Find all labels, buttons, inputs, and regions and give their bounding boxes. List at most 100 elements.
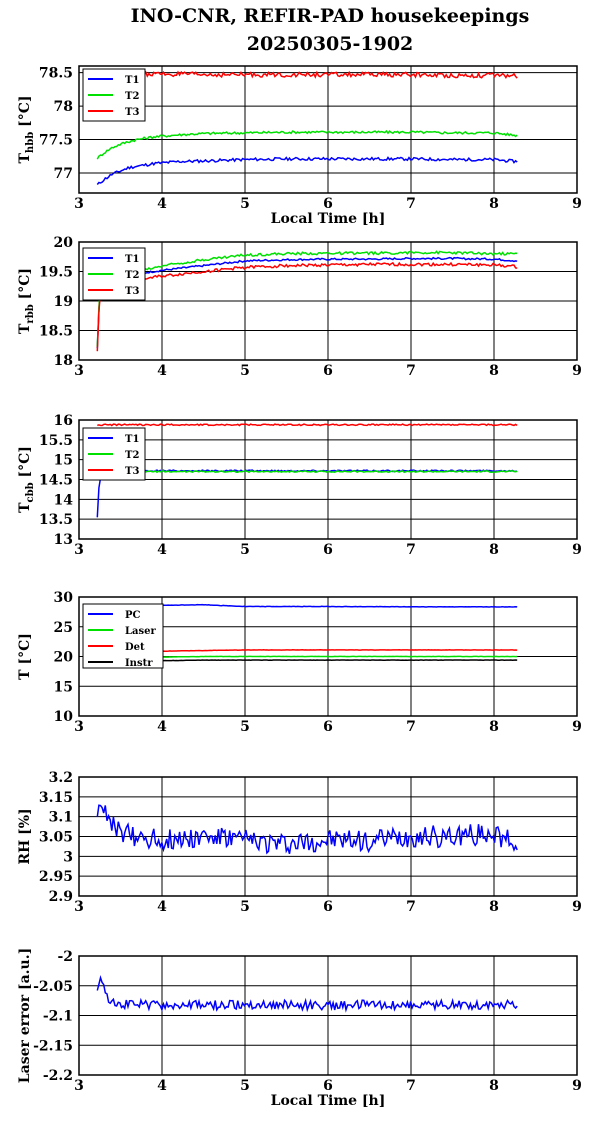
x-tick-label: 5 — [240, 899, 250, 915]
x-tick-label: 3 — [74, 196, 84, 212]
y-tick-label: 15 — [54, 679, 73, 695]
x-tick-label: 6 — [323, 196, 333, 212]
y-axis-label: Thbb [°C] — [17, 96, 36, 164]
y-axis-label-unit-text: [°C] — [17, 446, 33, 477]
y-tick-label: 10 — [54, 709, 74, 725]
x-tick-label: 4 — [157, 196, 167, 212]
y-tick-label: 77.5 — [39, 133, 73, 149]
y-axis-label: Laser error [a.u.] — [17, 948, 33, 1083]
y-axis-label: Trbb [°C] — [17, 268, 36, 334]
y-axis-label-unit-text: [°C] — [17, 96, 33, 127]
y-tick-label: 18.5 — [39, 324, 73, 340]
legend-label-t3: T3 — [125, 107, 139, 118]
x-tick-label: 4 — [157, 1078, 167, 1094]
x-tick-label: 4 — [157, 542, 167, 558]
y-tick-label: 2.9 — [49, 889, 73, 905]
y-tick-label: 14.5 — [39, 473, 73, 489]
x-tick-label: 3 — [74, 1078, 84, 1094]
series-line-t2 — [96, 129, 518, 160]
y-tick-label: 13 — [54, 532, 73, 548]
y-tick-label: 18 — [54, 353, 73, 369]
y-axis-label: Tcbb [°C] — [17, 446, 36, 513]
y-axis-label-main: T — [17, 152, 33, 163]
y-tick-label: 3.05 — [39, 830, 73, 846]
legend: T1 T2 T3 — [82, 427, 146, 481]
chart-panel-4: 3 4 5 6 7 8 9 10 15 20 25 30 T [°C] PC Laser Det Instr — [17, 590, 582, 735]
y-axis-label-main: T — [17, 323, 33, 334]
x-tick-label: 6 — [323, 363, 333, 379]
y-tick-label: -2.1 — [43, 1009, 73, 1025]
x-tick-label: 6 — [323, 542, 333, 558]
x-tick-label: 7 — [406, 196, 416, 212]
plot-frame — [78, 419, 578, 540]
x-tick-label: 6 — [323, 899, 333, 915]
x-tick-label: 7 — [406, 363, 416, 379]
x-tick-label: 7 — [406, 899, 416, 915]
series-line-t3 — [96, 69, 518, 80]
chart-panel-6: 3 4 5 6 7 8 9 -2.2 -2.15 -2.1 -2.05 -2 Laser error [… — [17, 948, 582, 1109]
y-axis-label: RH [%] — [17, 808, 33, 864]
legend-label-t3: T3 — [125, 466, 139, 477]
x-tick-label: 4 — [157, 719, 167, 735]
x-tick-label: 8 — [489, 899, 499, 915]
legend-label-t1: T1 — [125, 254, 139, 265]
x-tick-label: 7 — [406, 542, 416, 558]
x-tick-label: 9 — [572, 719, 582, 735]
y-tick-label: 20 — [54, 650, 74, 666]
x-tick-label: 5 — [240, 542, 250, 558]
y-tick-label: 19.5 — [39, 265, 73, 281]
legend-label-instr: Instr — [125, 658, 153, 669]
y-tick-label: 3.2 — [49, 770, 73, 786]
legend-label-t2: T2 — [125, 270, 139, 281]
plot-frame — [78, 65, 578, 194]
x-tick-label: 3 — [74, 542, 84, 558]
x-tick-label: 9 — [572, 899, 582, 915]
y-axis-label-main: T — [17, 502, 33, 513]
y-tick-label: 3.1 — [49, 810, 73, 826]
y-axis-label-subscript: cbb — [25, 482, 36, 502]
y-tick-label: 25 — [54, 620, 73, 636]
y-tick-label: 15 — [54, 453, 73, 469]
x-tick-label: 3 — [74, 899, 84, 915]
y-axis-label: T [°C] — [17, 633, 33, 680]
y-tick-label: 20 — [54, 235, 74, 251]
y-axis-label-unit-text: [°C] — [17, 268, 33, 299]
x-tick-label: 3 — [74, 363, 84, 379]
y-tick-label: 78.5 — [39, 66, 73, 82]
x-tick-label: 3 — [74, 719, 84, 735]
legend-label-laser: Laser — [125, 626, 157, 637]
y-tick-label: -2.2 — [43, 1068, 73, 1084]
figure-title-line2: 20250305-1902 — [247, 33, 414, 55]
x-tick-label: 6 — [323, 1078, 333, 1094]
chart-panel-2: 3 4 5 6 7 8 9 18 18.5 19 19.5 20 Trbb [°C] T1 T2 T3 — [17, 235, 582, 379]
y-axis-label-subscript: hbb — [25, 132, 36, 153]
y-tick-label: 78 — [54, 99, 73, 115]
x-tick-label: 8 — [489, 363, 499, 379]
legend: PC Laser Det Instr — [82, 603, 164, 669]
x-tick-label: 6 — [323, 719, 333, 735]
x-tick-label: 4 — [157, 899, 167, 915]
x-tick-label: 8 — [489, 719, 499, 735]
legend-label-t1: T1 — [125, 434, 139, 445]
x-tick-label: 5 — [240, 196, 250, 212]
chart-panel-3: 3 4 5 6 7 8 9 13 13.5 14 14.5 15 15.5 16 Tcbb [°C] T1 T2… — [17, 413, 582, 558]
y-tick-label: 16 — [54, 413, 73, 429]
x-tick-label: 5 — [240, 1078, 250, 1094]
x-axis-label: Local Time [h] — [271, 211, 386, 227]
series-line-data — [96, 974, 518, 1013]
series-line-t2 — [96, 250, 518, 347]
legend: T1 T2 T3 — [82, 68, 146, 122]
series-line-det — [97, 649, 518, 656]
x-tick-label: 5 — [240, 719, 250, 735]
y-tick-label: -2 — [57, 949, 73, 965]
y-tick-label: 3.15 — [39, 790, 73, 806]
y-tick-label: -2.05 — [33, 979, 73, 995]
series-line-laser — [97, 655, 518, 662]
legend-label-t2: T2 — [125, 450, 139, 461]
series-line-t2 — [96, 469, 518, 480]
y-tick-label: 3 — [63, 849, 73, 865]
series-line-data — [96, 804, 518, 855]
